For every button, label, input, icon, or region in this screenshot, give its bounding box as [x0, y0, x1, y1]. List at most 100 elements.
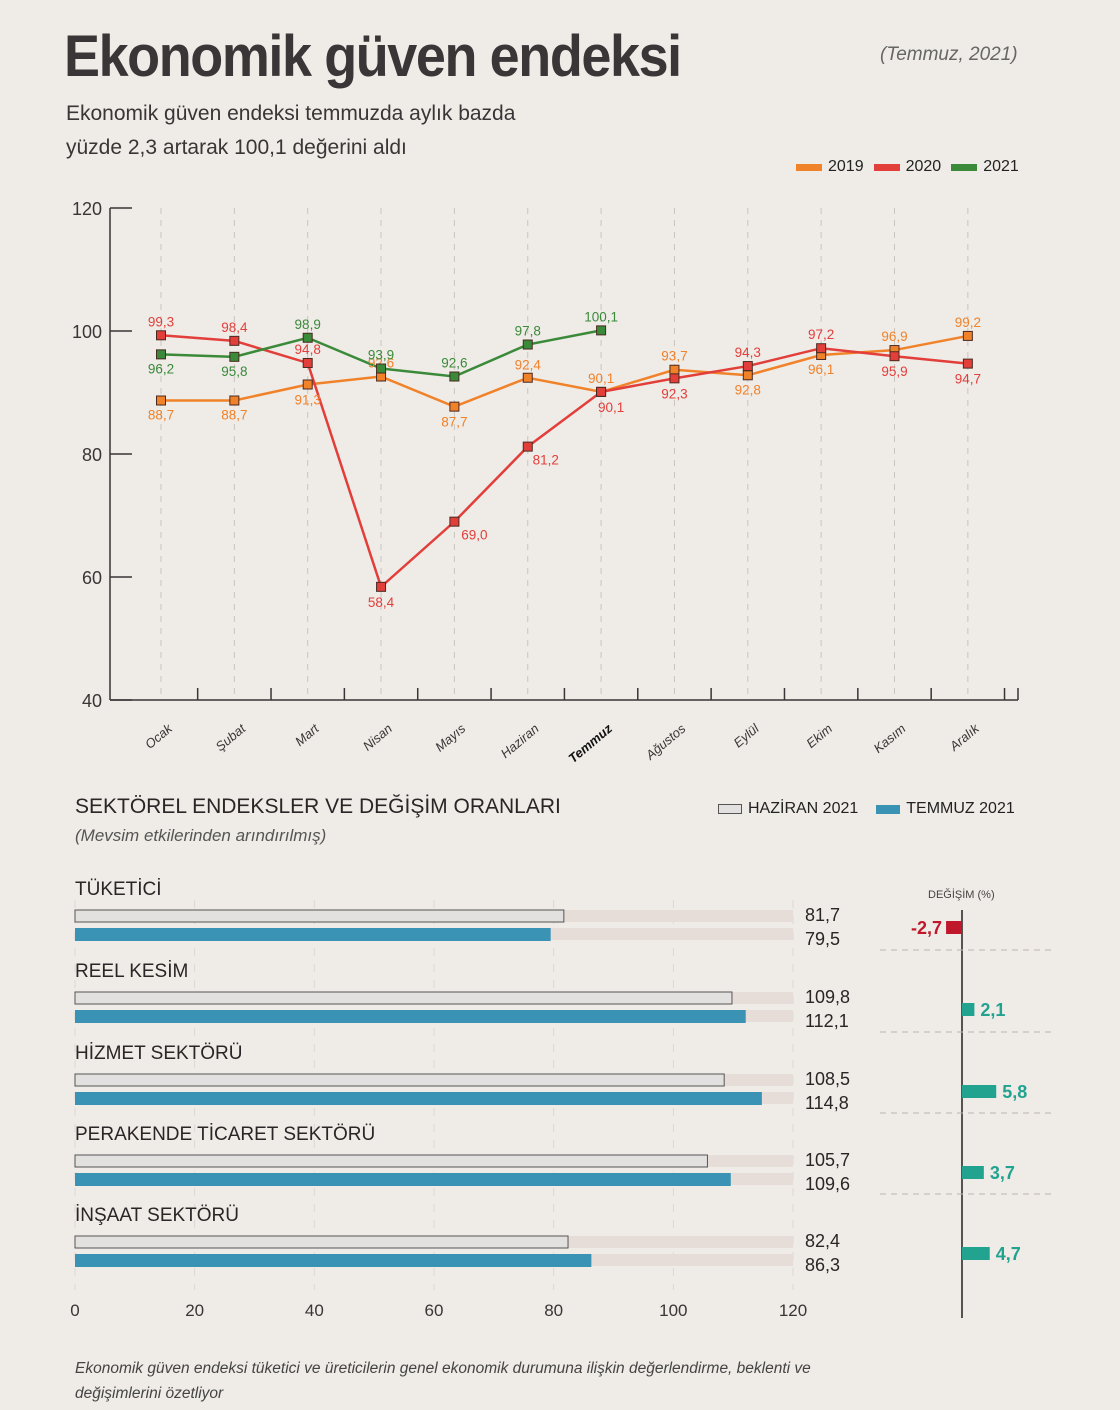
data-point-2019 [522, 372, 533, 383]
data-point-2020 [669, 373, 680, 384]
bar-value-july: 86,3 [805, 1255, 840, 1275]
subtitle-line-2: yüzde 2,3 artarak 100,1 değerini aldı [66, 136, 407, 159]
legend-item-july: TEMMUZ 2021 [876, 800, 1015, 818]
x-tick-label: Ekim [803, 721, 835, 751]
legend-item-june: HAZİRAN 2021 [718, 800, 858, 818]
data-label-2019: 93,7 [661, 349, 687, 364]
data-label-2021: 93,9 [368, 348, 394, 363]
change-bar [962, 1166, 984, 1179]
bar-x-tick-label: 80 [544, 1301, 563, 1320]
data-label-2020: 90,1 [598, 400, 624, 415]
bar-x-tick-label: 0 [70, 1301, 79, 1320]
sector-name: İNŞAAT SEKTÖRÜ [75, 1205, 239, 1226]
data-point-2020 [302, 357, 313, 368]
bar-june [74, 1073, 725, 1087]
sector-bar-chart: 0 20 40 60 80 100 120 TÜKETİCİ 81,7 79,5 -2,7 REEL … [70, 879, 1055, 1320]
sector-name: REEL KESİM [75, 961, 188, 982]
series-line-2019 [161, 334, 969, 408]
sector-name: HİZMET SEKTÖRÜ [75, 1043, 243, 1064]
data-label-2021: 92,6 [441, 356, 467, 371]
bar-june [74, 1154, 708, 1168]
bar-july [75, 1092, 762, 1105]
data-label-2020: 97,2 [808, 327, 834, 342]
data-label-2020: 92,3 [661, 386, 687, 401]
bar-value-july: 109,6 [805, 1174, 850, 1194]
y-tick-label: 100 [72, 322, 102, 342]
data-label-2019: 99,2 [955, 315, 981, 330]
legend-swatch-2020 [873, 163, 900, 171]
x-tick-label: Ağustos [642, 720, 689, 763]
legend-item-2019: 2019 [796, 158, 864, 176]
data-point-2019 [229, 395, 240, 406]
bar-x-tick-label: 40 [305, 1301, 324, 1320]
legend-swatch-july [876, 804, 901, 814]
data-label-2020: 95,9 [881, 364, 907, 379]
change-value-label: -2,7 [911, 918, 942, 938]
data-point-2019 [742, 370, 753, 381]
data-label-2019: 96,9 [881, 329, 907, 344]
data-point-2021 [156, 349, 166, 360]
x-tick-label: Aralık [946, 720, 983, 754]
data-point-2019 [449, 401, 460, 412]
data-label-2021: 96,2 [148, 361, 174, 376]
change-header: DEĞİŞİM (%) [928, 889, 995, 901]
legend-label-2020: 2020 [905, 158, 942, 175]
data-point-2020 [742, 361, 753, 372]
data-label-2020: 81,2 [533, 453, 559, 468]
bar-july [75, 1254, 592, 1267]
data-point-2020 [522, 441, 533, 452]
change-bar [962, 1003, 975, 1016]
legend-swatch-june [718, 804, 742, 814]
bar-june [74, 991, 733, 1005]
x-tick-label: Kasım [871, 721, 909, 756]
bar-x-tick-label: 100 [659, 1301, 687, 1320]
bar-june [74, 1235, 569, 1249]
x-tick-label: Haziran [498, 721, 542, 761]
bar-july [75, 928, 551, 941]
x-tick-label: Nisan [360, 721, 395, 754]
y-tick-label: 40 [82, 691, 102, 711]
data-label-2020: 99,3 [148, 314, 174, 329]
bar-value-june: 108,5 [805, 1069, 850, 1089]
y-tick-label: 80 [82, 445, 102, 465]
data-point-2021 [596, 325, 607, 336]
data-label-2021: 97,8 [515, 324, 541, 339]
data-label-2019: 92,8 [735, 382, 761, 397]
data-label-2019: 90,1 [588, 371, 614, 386]
date-label: (Temmuz, 2021) [880, 44, 1018, 65]
line-chart-legend: 2019 2020 2021 [796, 158, 1019, 176]
x-tick-label: Mayıs [432, 720, 469, 754]
line-chart: 40 60 80 100 120 Ocak Şubat Mart Nisan Mayıs Hazir… [72, 199, 1019, 766]
footnote: Ekonomik güven endeksi tüketici ve üreti… [75, 1360, 811, 1402]
legend-swatch-2019 [796, 163, 822, 171]
bar-june [74, 909, 565, 923]
data-label-2019: 88,7 [221, 407, 247, 422]
bar-value-june: 82,4 [805, 1231, 840, 1251]
change-value-label: 3,7 [990, 1163, 1015, 1183]
data-point-2021 [376, 363, 387, 374]
data-label-2021: 100,1 [584, 309, 618, 324]
data-label-2019: 87,7 [441, 415, 467, 430]
x-tick-label: Ocak [142, 720, 176, 752]
bar-value-july: 114,8 [805, 1093, 849, 1113]
data-point-2021 [229, 351, 240, 362]
legend-item-2021: 2021 [951, 158, 1019, 176]
data-label-2020: 94,8 [295, 342, 321, 357]
bar-chart-legend: HAZİRAN 2021 TEMMUZ 2021 [718, 800, 1015, 818]
series-line-2020 [160, 334, 968, 590]
data-label-2019: 96,1 [808, 362, 834, 377]
subtitle-line-1: Ekonomik güven endeksi temmuzda aylık ba… [66, 102, 516, 125]
data-point-2019 [669, 364, 680, 375]
data-label-2019: 92,4 [515, 358, 542, 373]
y-tick-label: 60 [82, 568, 102, 588]
sector-chart-title: SEKTÖREL ENDEKSLER VE DEĞİŞİM ORANLARI [75, 795, 561, 818]
data-point-2020 [962, 358, 973, 369]
data-point-2020 [156, 330, 166, 341]
data-label-2020: 94,7 [955, 372, 981, 387]
data-label-2020: 58,4 [368, 595, 395, 610]
data-label-2020: 69,0 [461, 528, 487, 543]
bar-value-july: 112,1 [805, 1011, 849, 1031]
x-tick-label: Eylül [730, 720, 762, 750]
data-label-2019: 91,3 [295, 393, 321, 408]
legend-label-2021: 2021 [983, 158, 1019, 175]
